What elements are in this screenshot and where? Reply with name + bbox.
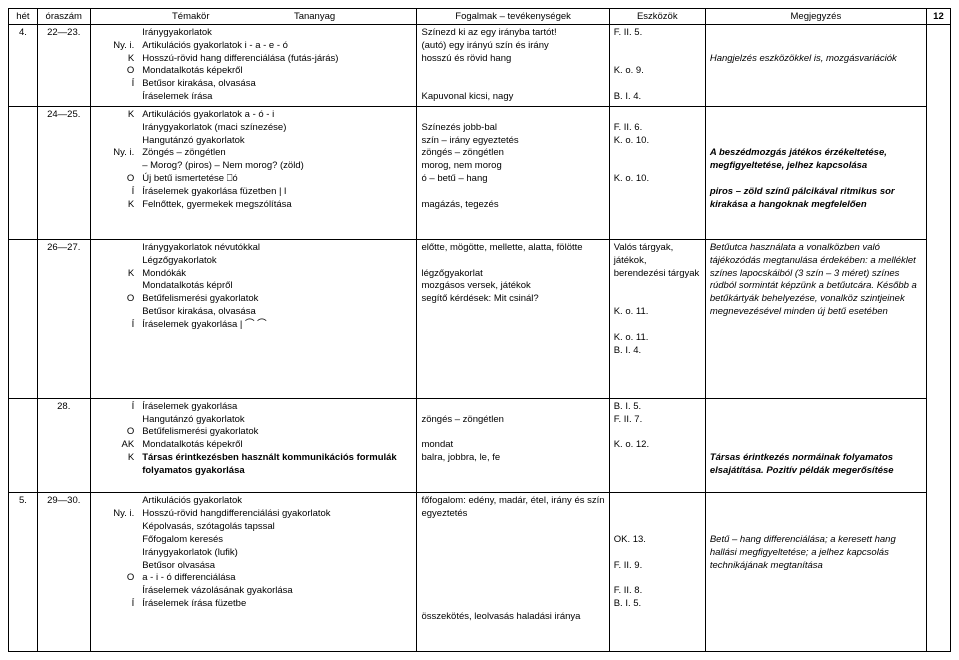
cell-tananyag: Iránygyakorlatok névutókkalLégzőgyakorla… [138, 240, 417, 399]
header-meg: Megjegyzés [705, 9, 926, 25]
cell-fogalmak: főfogalom: edény, madár, étel, irány és … [417, 493, 609, 652]
cell-ora: 28. [37, 398, 90, 493]
cell-het: 4. [9, 25, 38, 107]
cell-het: 5. [9, 493, 38, 652]
cell-het [9, 106, 38, 239]
cell-eszkozok: Valós tárgyak, játékok, berendezési tárg… [609, 240, 705, 399]
header-tema-tan: Témakör Tananyag [90, 9, 417, 25]
cell-ora: 24—25. [37, 106, 90, 239]
cell-tananyag: Artikulációs gyakorlatokHosszú-rövid han… [138, 493, 417, 652]
cell-eszkozok: F. II. 5. K. o. 9. B. I. 4. [609, 25, 705, 107]
cell-fogalmak: Színezd ki az egy irányba tartót!(autó) … [417, 25, 609, 107]
cell-ora: 26—27. [37, 240, 90, 399]
table-row: 28.Í OAKK Íráselemek gyakorlásaHangutánz… [9, 398, 951, 493]
cell-tema: K O Í [90, 240, 138, 399]
cell-fogalmak: zöngés – zöngétlen mondatbalra, jobbra, … [417, 398, 609, 493]
cell-eszkozok: B. I. 5.F. II. 7. K. o. 12. [609, 398, 705, 493]
cell-tananyag: IránygyakorlatokArtikulációs gyakorlatok… [138, 25, 417, 107]
cell-het [9, 398, 38, 493]
cell-ora: 29—30. [37, 493, 90, 652]
cell-eszkozok: OK. 13. F. II. 9. F. II. 8.B. I. 5. [609, 493, 705, 652]
cell-megjegyzes: Hangjelzés eszközökkel is, mozgásvariáci… [705, 25, 926, 107]
cell-ora: 22—23. [37, 25, 90, 107]
cell-het [9, 240, 38, 399]
table-row: 24—25.K Ny. i. OÍKArtikulációs gyakorlat… [9, 106, 951, 239]
cell-tananyag: Artikulációs gyakorlatok a - ó - iIrányg… [138, 106, 417, 239]
cell-tema: K Ny. i. OÍK [90, 106, 138, 239]
cell-megjegyzes: Betűutca használata a vonalközben való t… [705, 240, 926, 399]
cell-tema: Ny. i.KOÍ [90, 25, 138, 107]
cell-megjegyzes: Társas érintkezés normáinak folyamatos e… [705, 398, 926, 493]
table-row: 4.22—23. Ny. i.KOÍ IránygyakorlatokArtik… [9, 25, 951, 107]
cell-tema: Ny. i. O Í [90, 493, 138, 652]
cell-megjegyzes: A beszédmozgás játékos érzékeltetése, me… [705, 106, 926, 239]
table-row: 5.29—30. Ny. i. O Í Artikulációs gyakorl… [9, 493, 951, 652]
header-row: hét óraszám Témakör Tananyag Fogalmak – … [9, 9, 951, 25]
cell-fogalmak: Színezés jobb-balszín – irány egyeztetés… [417, 106, 609, 239]
cell-tema: Í OAKK [90, 398, 138, 493]
header-het: hét [9, 9, 38, 25]
curriculum-table: hét óraszám Témakör Tananyag Fogalmak – … [8, 8, 951, 652]
header-esz: Eszközök [609, 9, 705, 25]
cell-tananyag: Íráselemek gyakorlásaHangutánzó gyakorla… [138, 398, 417, 493]
cell-fogalmak: előtte, mögötte, mellette, alatta, fölöt… [417, 240, 609, 399]
header-fog: Fogalmak – tevékenységek [417, 9, 609, 25]
cell-page-span [926, 25, 950, 652]
table-row: 26—27. K O ÍIránygyakorlatok névutókkalL… [9, 240, 951, 399]
cell-eszkozok: F. II. 6.K. o. 10. K. o. 10. [609, 106, 705, 239]
page-number: 12 [926, 9, 950, 25]
cell-megjegyzes: Betű – hang differenciálása; a keresett … [705, 493, 926, 652]
header-ora: óraszám [37, 9, 90, 25]
